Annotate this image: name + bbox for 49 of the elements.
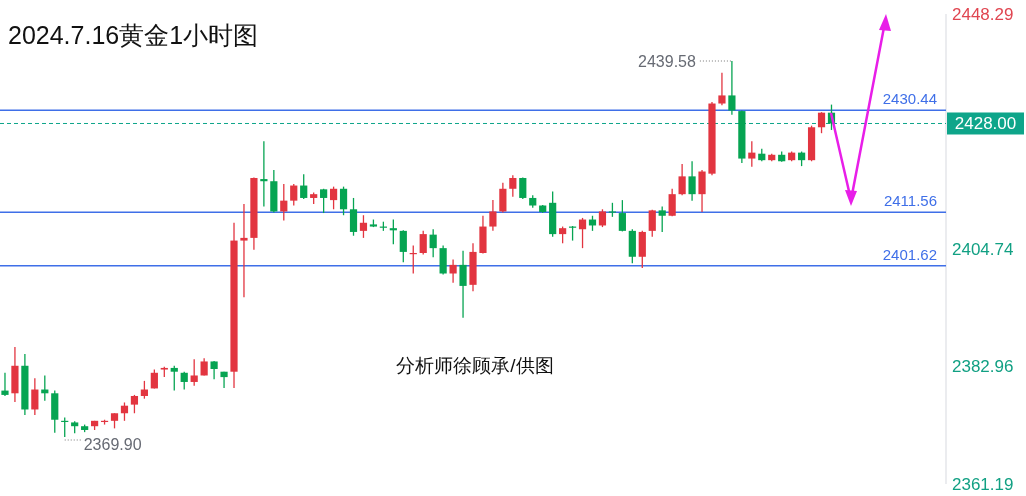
candlestick [300, 173, 308, 200]
candlestick [1, 372, 9, 397]
candlestick [120, 401, 129, 422]
candlestick [688, 160, 696, 202]
candlestick [31, 377, 39, 416]
candlestick [618, 199, 626, 233]
candlestick [419, 230, 427, 256]
candlestick [359, 214, 368, 239]
candlestick [240, 203, 248, 298]
candlestick [399, 229, 407, 263]
ref-line-label: 2428.00 [954, 114, 1017, 134]
annotation: 2439.58 [638, 52, 696, 70]
candlestick [748, 140, 756, 168]
ref-line-label: 2430.44 [882, 90, 937, 108]
candlestick [817, 111, 826, 134]
candlestick [329, 185, 338, 210]
candlestick [678, 163, 686, 196]
candlestick [648, 209, 656, 238]
y-tick-label: 2404.74 [952, 239, 1014, 259]
candlestick [459, 250, 467, 319]
chart-title: 2024.7.16黄金1小时图 [8, 21, 259, 49]
candlestick [658, 205, 666, 233]
candlestick [449, 258, 457, 284]
candlestick [290, 183, 298, 207]
candlestick [519, 176, 527, 200]
candlestick [429, 228, 437, 258]
candlestick [349, 197, 358, 237]
candlestick [190, 358, 198, 387]
candlestick [698, 169, 706, 213]
y-tick-label: 2448.29 [952, 4, 1014, 24]
candlestick [728, 60, 736, 116]
candlestick [320, 188, 328, 214]
candlestick [339, 185, 348, 216]
candlestick [499, 182, 507, 214]
candlestick [578, 217, 587, 249]
candlestick [489, 199, 497, 232]
y-tick-label: 2382.96 [952, 357, 1014, 377]
y-tick-label: 2361.19 [952, 474, 1014, 494]
annotation: 2369.90 [83, 435, 142, 453]
annotation: 分析师徐顾承/供图 [396, 355, 554, 376]
candlestick [718, 72, 726, 106]
candlestick [170, 365, 178, 392]
ref-line-label: 2411.56 [883, 192, 937, 210]
candlestick [668, 188, 676, 217]
candlestick [509, 174, 517, 198]
candlestick [130, 394, 139, 414]
candlestick [280, 183, 288, 222]
candlestick [220, 371, 228, 389]
ref-line-label: 2401.62 [882, 245, 937, 263]
